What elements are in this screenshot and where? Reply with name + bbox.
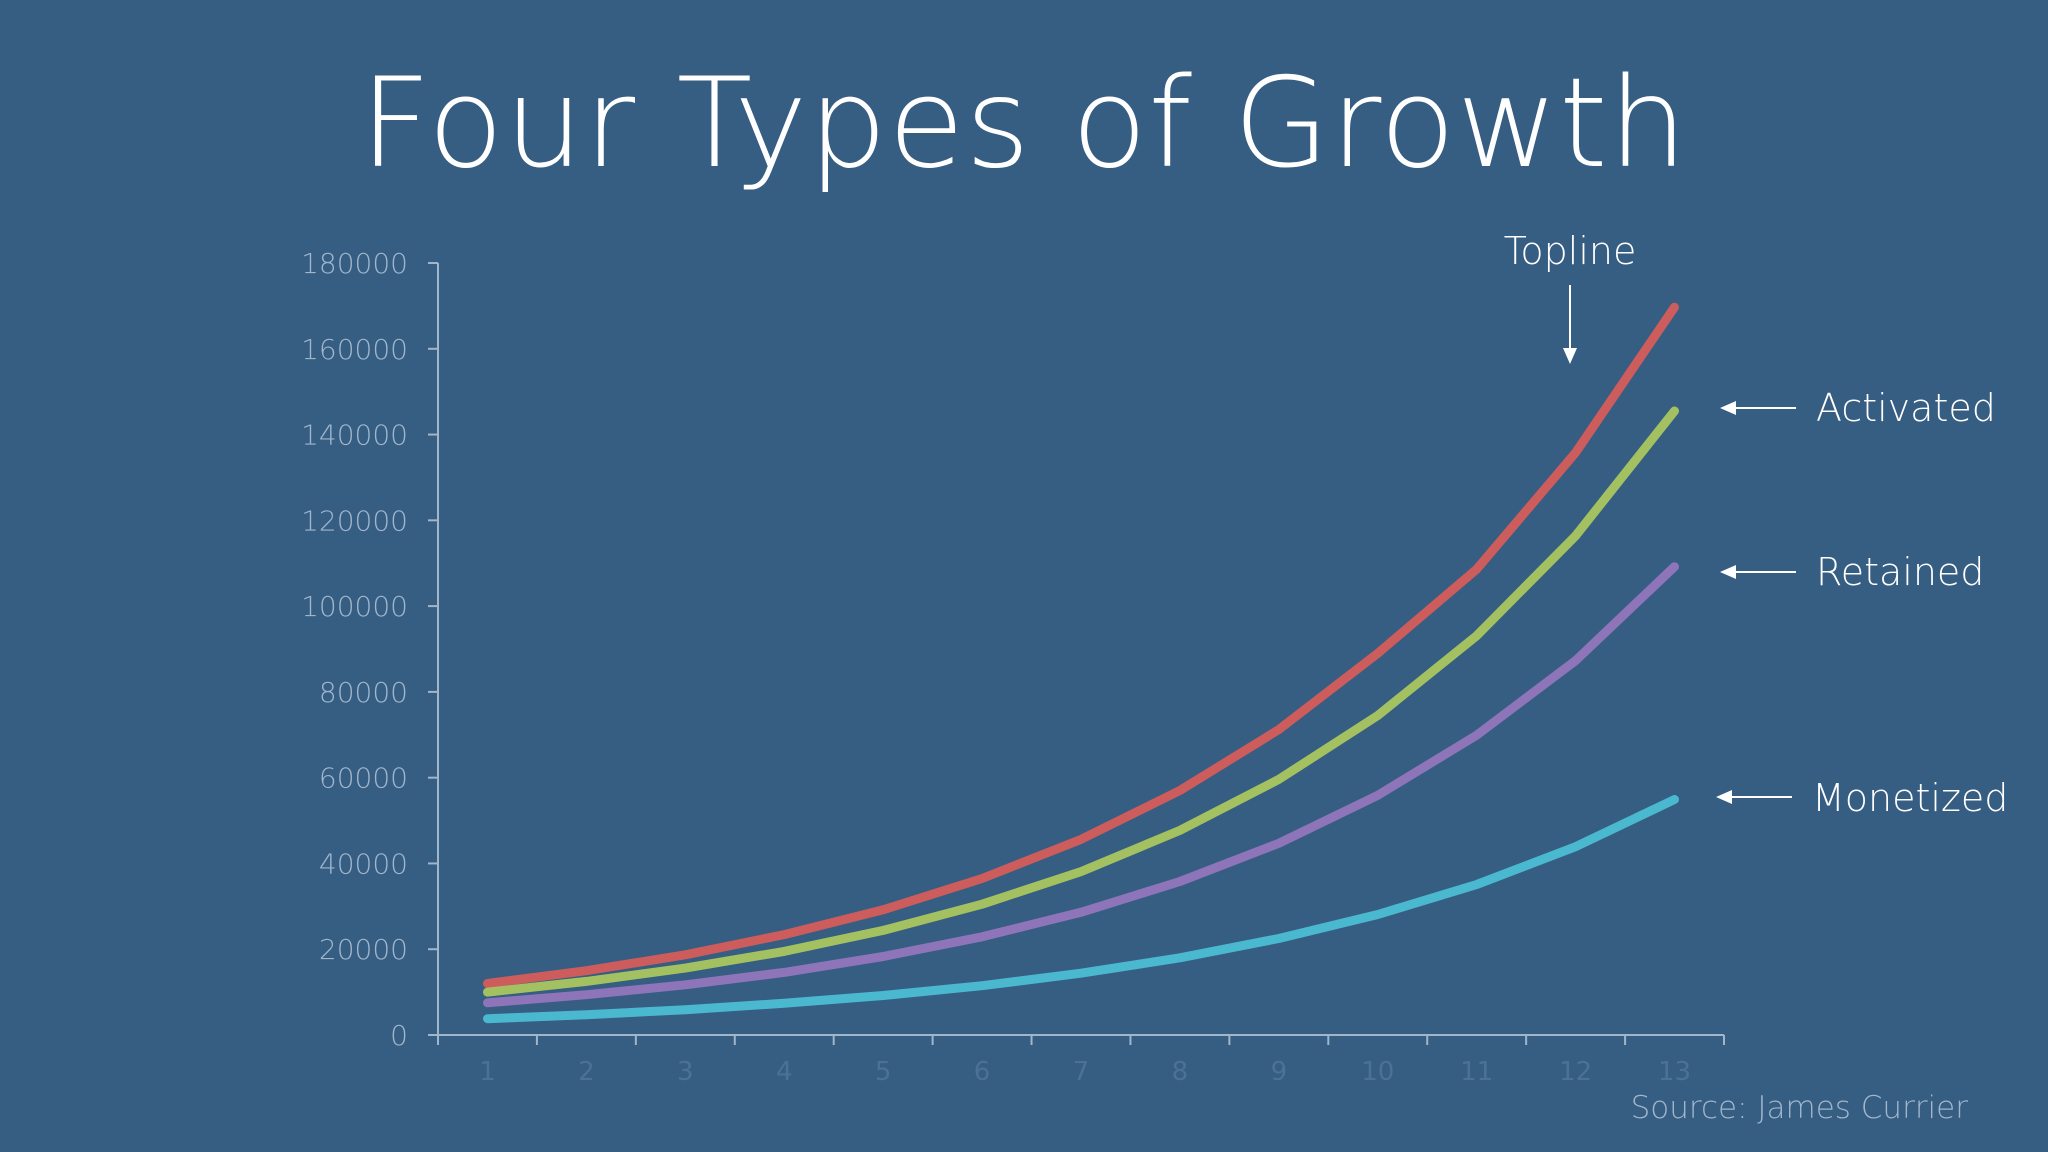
activated-arrow-head (1720, 401, 1736, 415)
y-tick-label: 120000 (301, 504, 408, 537)
y-tick-label: 160000 (301, 333, 408, 366)
series-annotations: Topline Activated Retained Monetized (1504, 229, 2009, 820)
annotation-label-activated: Activated (1816, 386, 1996, 430)
y-tick-label: 80000 (319, 676, 408, 709)
x-tick-label: 3 (677, 1057, 694, 1087)
x-tick-label: 1 (479, 1057, 496, 1087)
chart-axes (428, 262, 1725, 1045)
slide-title: Four Types of Growth (359, 52, 1689, 196)
x-tick-label: 13 (1658, 1057, 1691, 1087)
series-lines (483, 302, 1679, 1024)
topline-arrow-head (1563, 348, 1577, 364)
series-line-retained (483, 562, 1679, 1008)
x-tick-label: 2 (578, 1057, 595, 1087)
y-tick-label: 180000 (301, 247, 408, 280)
retained-arrow-head (1720, 565, 1736, 579)
y-tick-label: 20000 (319, 933, 408, 966)
x-tick-label: 8 (1172, 1057, 1189, 1087)
x-tick-labels: 1 2 3 4 5 6 7 8 9 10 11 12 13 (479, 1057, 1691, 1087)
x-tick-label: 5 (875, 1057, 892, 1087)
series-line-monetized (483, 795, 1679, 1024)
x-tick-label: 4 (776, 1057, 793, 1087)
annotation-label-monetized: Monetized (1812, 776, 2008, 820)
x-tick-label: 9 (1271, 1057, 1288, 1087)
y-tick-labels: 0 20000 40000 60000 80000 100000 120000 140000 1… (301, 247, 408, 1052)
x-tick-label: 10 (1361, 1057, 1394, 1087)
monetized-arrow-head (1716, 790, 1732, 804)
x-tick-label: 11 (1460, 1057, 1493, 1087)
series-line-topline (483, 302, 1679, 988)
y-tick-label: 0 (390, 1019, 408, 1052)
y-tick-label: 60000 (319, 762, 408, 795)
x-tick-label: 6 (974, 1057, 991, 1087)
source-credit: Source: James Currier (1630, 1090, 1968, 1126)
x-tick-label: 7 (1073, 1057, 1090, 1087)
annotation-label-retained: Retained (1816, 550, 1984, 594)
y-tick-label: 40000 (319, 847, 408, 880)
annotation-label-topline: Topline (1504, 229, 1637, 273)
y-tick-label: 100000 (301, 590, 408, 623)
series-line-activated (483, 406, 1679, 997)
y-tick-label: 140000 (301, 419, 408, 452)
x-tick-label: 12 (1559, 1057, 1592, 1087)
